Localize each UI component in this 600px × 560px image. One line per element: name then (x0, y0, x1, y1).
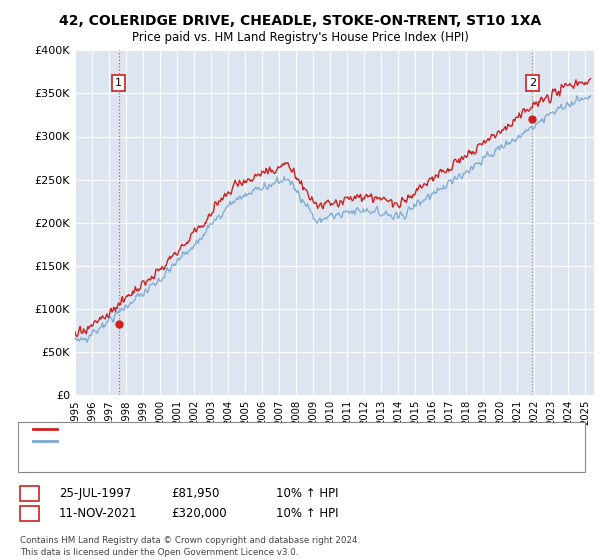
Text: 1: 1 (115, 78, 122, 88)
Text: £320,000: £320,000 (171, 507, 227, 520)
Text: HPI: Average price, detached house, Staffordshire Moorlands: HPI: Average price, detached house, Staf… (61, 436, 379, 446)
Text: 1: 1 (26, 487, 33, 500)
Text: 42, COLERIDGE DRIVE, CHEADLE, STOKE-ON-TRENT, ST10 1XA: 42, COLERIDGE DRIVE, CHEADLE, STOKE-ON-T… (59, 14, 541, 28)
Text: 42, COLERIDGE DRIVE, CHEADLE, STOKE-ON-TRENT, ST10 1XA (detached house): 42, COLERIDGE DRIVE, CHEADLE, STOKE-ON-T… (61, 424, 482, 434)
Text: £81,950: £81,950 (171, 487, 220, 500)
Text: 25-JUL-1997: 25-JUL-1997 (59, 487, 131, 500)
Text: 10% ↑ HPI: 10% ↑ HPI (276, 507, 338, 520)
Text: 10% ↑ HPI: 10% ↑ HPI (276, 487, 338, 500)
Text: Contains HM Land Registry data © Crown copyright and database right 2024.
This d: Contains HM Land Registry data © Crown c… (20, 536, 360, 557)
Text: 11-NOV-2021: 11-NOV-2021 (59, 507, 137, 520)
Text: 2: 2 (26, 507, 33, 520)
Text: 2: 2 (529, 78, 536, 88)
Text: Price paid vs. HM Land Registry's House Price Index (HPI): Price paid vs. HM Land Registry's House … (131, 31, 469, 44)
